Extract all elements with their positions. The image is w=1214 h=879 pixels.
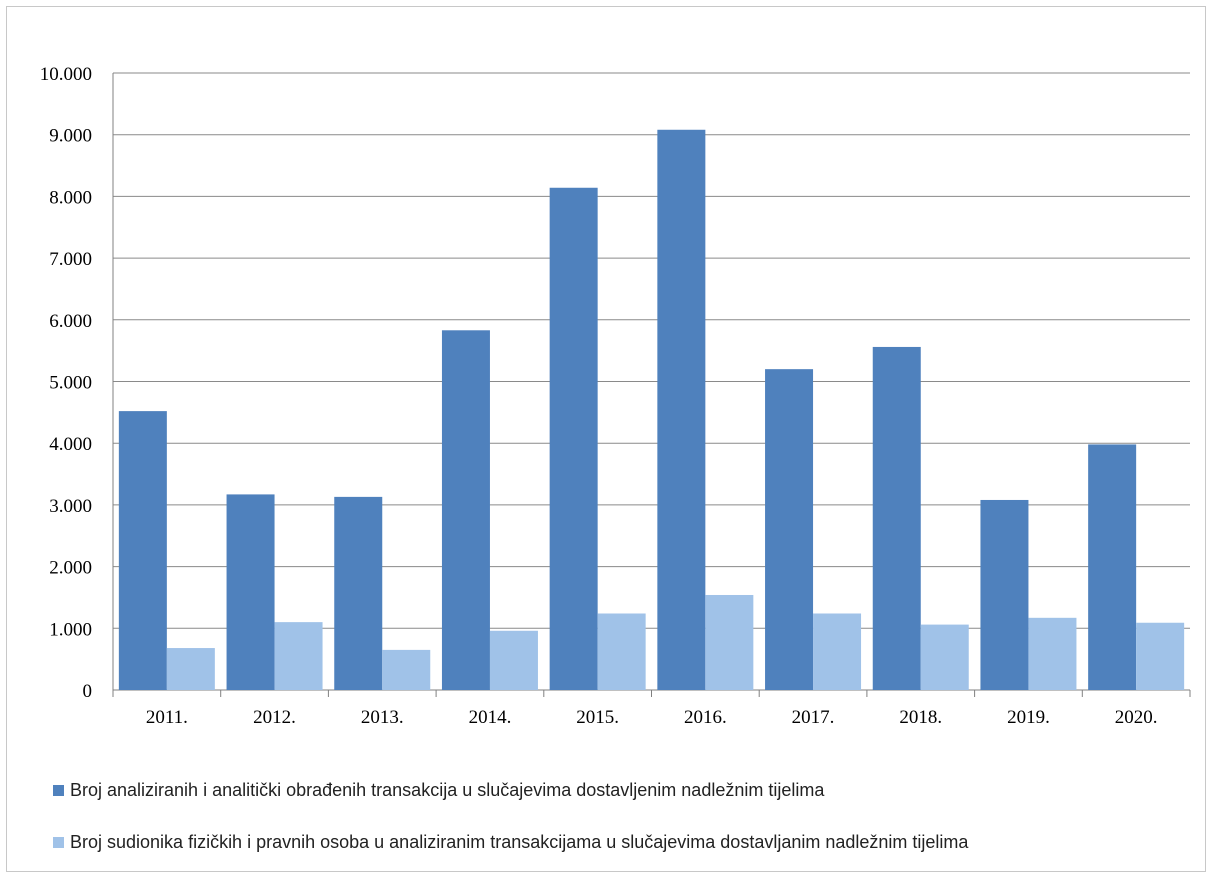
y-tick-label: 1.000 — [49, 619, 92, 640]
legend-label-series-1: Broj analiziranih i analitički obrađenih… — [70, 780, 825, 800]
bar-series-2 — [1028, 617, 1077, 690]
bar-series-2 — [166, 648, 215, 690]
bar-series-1 — [980, 499, 1029, 690]
x-tick-label: 2019. — [1007, 707, 1050, 728]
legend-item-series-1: Broj analiziranih i analitički obrađenih… — [53, 780, 824, 801]
bar-series-1 — [441, 330, 490, 690]
y-tick-label: 3.000 — [49, 496, 92, 517]
bar-series-1 — [657, 129, 706, 690]
bar-series-1 — [118, 411, 167, 690]
legend-label-series-2: Broj sudionika fizičkih i pravnih osoba … — [70, 832, 969, 852]
bar-series-2 — [705, 594, 754, 690]
bar-series-2 — [274, 622, 323, 690]
y-tick-label: 5.000 — [49, 373, 92, 394]
y-tick-label: 7.000 — [49, 249, 92, 270]
bar-series-2 — [1136, 622, 1185, 690]
legend-swatch-series-1 — [53, 785, 64, 796]
y-tick-label: 8.000 — [49, 187, 92, 208]
x-tick-label: 2014. — [469, 707, 512, 728]
chart-frame — [6, 6, 1206, 872]
x-tick-label: 2018. — [899, 707, 942, 728]
x-tick-label: 2015. — [576, 707, 619, 728]
y-tick-label: 9.000 — [49, 126, 92, 147]
bar-series-2 — [920, 624, 969, 690]
y-tick-label: 10.000 — [40, 64, 92, 85]
x-tick-label: 2013. — [361, 707, 404, 728]
y-tick-label: 6.000 — [49, 311, 92, 332]
x-tick-label: 2020. — [1115, 707, 1158, 728]
y-tick-label: 2.000 — [49, 558, 92, 579]
bar-series-1 — [1088, 444, 1137, 690]
bar-series-1 — [549, 187, 598, 690]
bar-series-2 — [813, 613, 862, 690]
bar-series-1 — [765, 369, 814, 690]
y-tick-label: 4.000 — [49, 434, 92, 455]
bar-series-2 — [382, 649, 431, 690]
x-tick-label: 2017. — [792, 707, 835, 728]
x-tick-label: 2016. — [684, 707, 727, 728]
bar-series-1 — [872, 346, 921, 690]
bar-series-1 — [226, 494, 275, 690]
x-tick-label: 2011. — [146, 707, 188, 728]
y-tick-label: 0 — [83, 681, 93, 702]
legend-swatch-series-2 — [53, 837, 64, 848]
legend-item-series-2: Broj sudionika fizičkih i pravnih osoba … — [53, 832, 968, 853]
bar-series-1 — [334, 496, 383, 690]
bar-series-2 — [597, 613, 646, 690]
bar-series-2 — [489, 630, 538, 690]
x-tick-label: 2012. — [253, 707, 296, 728]
